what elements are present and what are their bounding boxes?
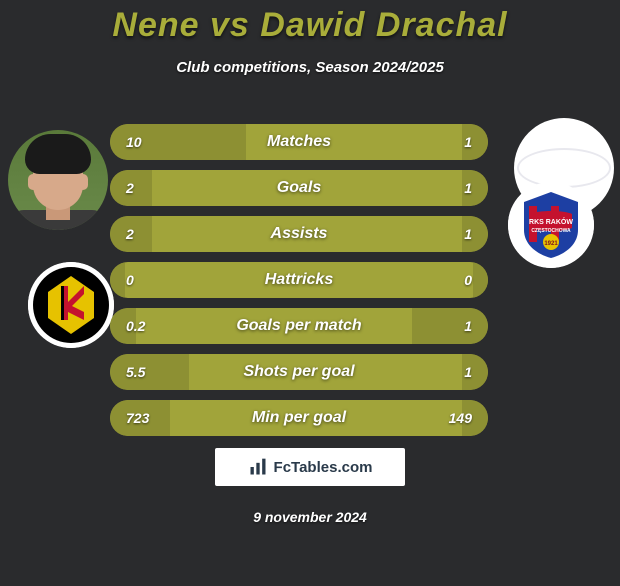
- stat-row: 0.21Goals per match: [110, 308, 488, 344]
- stat-row: 101Matches: [110, 124, 488, 160]
- club-logo-right: RKS RAKÓW CZĘSTOCHOWA 1921: [508, 182, 594, 268]
- player-left-avatar: [8, 130, 108, 230]
- stat-label: Goals per match: [110, 308, 488, 344]
- stats-rows: 101Matches 21Goals 21Assists 00Hattricks 0.2…: [110, 124, 488, 446]
- page-subtitle: Club competitions, Season 2024/2025: [0, 59, 620, 76]
- brand-text: FcTables.com: [274, 459, 373, 476]
- bars-icon: [248, 457, 268, 477]
- stat-row: 5.51Shots per goal: [110, 354, 488, 390]
- club-logo-left: [28, 262, 114, 348]
- stat-label: Matches: [110, 124, 488, 160]
- stat-row: 21Assists: [110, 216, 488, 252]
- page-title: Nene vs Dawid Drachal: [0, 6, 620, 45]
- stat-label: Goals: [110, 170, 488, 206]
- stat-label: Shots per goal: [110, 354, 488, 390]
- stat-row: 00Hattricks: [110, 262, 488, 298]
- stat-label: Hattricks: [110, 262, 488, 298]
- svg-text:1921: 1921: [544, 241, 558, 247]
- stat-row: 21Goals: [110, 170, 488, 206]
- svg-text:RKS RAKÓW: RKS RAKÓW: [529, 217, 573, 226]
- stat-label: Assists: [110, 216, 488, 252]
- stat-label: Min per goal: [110, 400, 488, 436]
- date-text: 9 november 2024: [0, 509, 620, 525]
- stat-row: 723149Min per goal: [110, 400, 488, 436]
- svg-text:CZĘSTOCHOWA: CZĘSTOCHOWA: [531, 228, 571, 234]
- brand-badge: FcTables.com: [215, 448, 405, 486]
